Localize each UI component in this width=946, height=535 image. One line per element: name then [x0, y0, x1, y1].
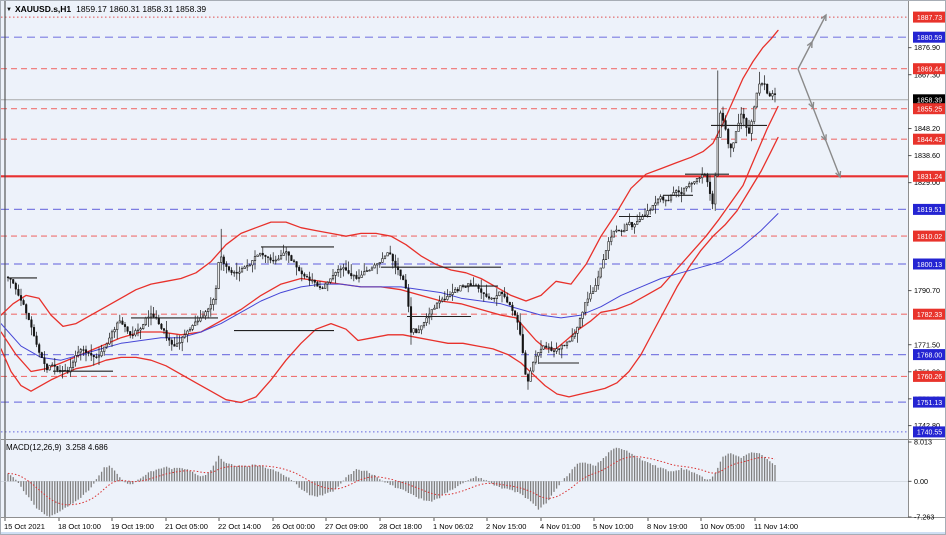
arrowhead-icon	[820, 13, 827, 22]
price-tick-label: 1771.50	[914, 340, 940, 349]
price-badge-label: 1831.24	[917, 174, 942, 181]
time-tick-label: 11 Nov 14:00	[754, 522, 798, 531]
price-tick-label: 1790.70	[914, 286, 940, 295]
price-badge-label: 1740.55	[917, 430, 942, 437]
price-badge	[913, 63, 945, 75]
macd-tick-label: 8.013	[914, 438, 932, 447]
price-badge-label: 1869.44	[917, 66, 942, 73]
price-badge	[913, 396, 945, 408]
macd-histogram	[7, 447, 776, 517]
arrowhead-icon	[806, 40, 813, 49]
price-badge-label: 1819.51	[917, 207, 942, 214]
arrowhead-icon	[820, 134, 827, 142]
price-badge-label: 1858.39	[917, 98, 942, 105]
time-tick-label: 1 Nov 06:02	[433, 522, 473, 531]
price-badge	[913, 94, 945, 106]
title-symbol-period: XAUUSD.s,H1	[14, 4, 72, 14]
price-badge-label: 1887.73	[917, 15, 942, 22]
arrowhead-icon	[808, 101, 815, 110]
price-badge	[913, 230, 945, 242]
macd-tick-label: 0.00	[914, 477, 928, 486]
price-badge-label: 1855.25	[917, 106, 942, 113]
price-badge	[913, 31, 945, 43]
price-badge-label: 1800.13	[917, 262, 942, 269]
price-badge-label: 1768.00	[917, 352, 942, 359]
price-badge	[913, 11, 945, 23]
time-tick-label: 28 Oct 18:00	[379, 522, 422, 531]
time-tick-label: 26 Oct 00:00	[272, 522, 315, 531]
support-resistance-marks[interactable]	[8, 124, 767, 372]
price-tick-label: 1838.60	[914, 151, 940, 160]
plot-background	[1, 1, 908, 517]
price-badge-label: 1844.43	[917, 137, 942, 144]
bollinger-upper-band	[1, 29, 779, 328]
macd-indicator-label: MACD(12,26,9) 3.258 4.686	[6, 443, 108, 452]
level-lines	[1, 16, 908, 433]
title-ohlc-values: 1859.17 1860.31 1858.31 1858.39	[76, 4, 207, 14]
price-tick-label: 1867.30	[914, 70, 940, 79]
price-badge-label: 1880.59	[917, 35, 942, 42]
bollinger-lower-band	[1, 136, 779, 404]
price-tick-label: 1876.90	[914, 43, 940, 52]
time-tick-label: 4 Nov 01:00	[540, 522, 580, 531]
macd-values: 3.258 4.686	[65, 443, 108, 452]
macd-tick-label: -7.263	[914, 513, 934, 522]
price-badge	[913, 203, 945, 215]
bottom-strip	[1, 532, 945, 534]
price-badge-label: 1810.02	[917, 234, 942, 241]
price-badge-label: 1760.26	[917, 374, 942, 381]
time-tick-label: 18 Oct 10:00	[58, 522, 101, 531]
price-badge	[913, 103, 945, 115]
price-badge-label: 1782.33	[917, 312, 942, 319]
price-badge	[913, 133, 945, 145]
price-badge	[913, 349, 945, 361]
time-tick-label: 27 Oct 09:00	[325, 522, 368, 531]
time-tick-label: 2 Nov 15:00	[486, 522, 526, 531]
price-badge	[913, 308, 945, 320]
price-badge	[913, 170, 945, 182]
time-tick-label: 10 Nov 05:00	[700, 522, 745, 531]
macd-name: MACD(12,26,9)	[6, 443, 62, 452]
bollinger-middle-band	[1, 105, 779, 373]
time-axis[interactable]: 15 Oct 2021 18 Oct 10:00 19 Oct 19:00 21 Oc…	[4, 518, 798, 531]
price-badge	[913, 370, 945, 382]
macd-signal-line	[7, 456, 776, 506]
time-tick-label: 15 Oct 2021	[4, 522, 45, 531]
moving-average-line	[1, 213, 779, 361]
time-tick-label: 5 Nov 10:00	[593, 522, 633, 531]
price-tick-label: 1829.00	[914, 178, 940, 187]
symbol-dropdown-icon[interactable]: ▼	[6, 7, 12, 13]
time-tick-label: 8 Nov 19:00	[647, 522, 687, 531]
time-tick-label: 22 Oct 14:00	[218, 522, 261, 531]
chart-title: ▼ XAUUSD.s,H1 1859.17 1860.31 1858.31 1858…	[6, 4, 206, 14]
price-badge	[913, 426, 945, 438]
bull-candle-bodies	[48, 83, 774, 382]
price-axis[interactable]: 1876.90 1867.30 1848.20 1838.60 1829.00 1790.…	[908, 11, 946, 522]
arrowhead-icon	[835, 170, 842, 179]
trend-arrows[interactable]	[797, 13, 842, 179]
time-tick-label: 21 Oct 05:00	[165, 522, 208, 531]
macd-pane[interactable]	[1, 447, 908, 517]
price-badge	[913, 258, 945, 270]
price-tick-label: 1742.80	[914, 421, 940, 430]
time-tick-label: 19 Oct 19:00	[111, 522, 154, 531]
price-tick-label: 1848.20	[914, 124, 940, 133]
price-badge-label: 1751.13	[917, 400, 942, 407]
trend-arrow-line[interactable]	[797, 68, 841, 178]
